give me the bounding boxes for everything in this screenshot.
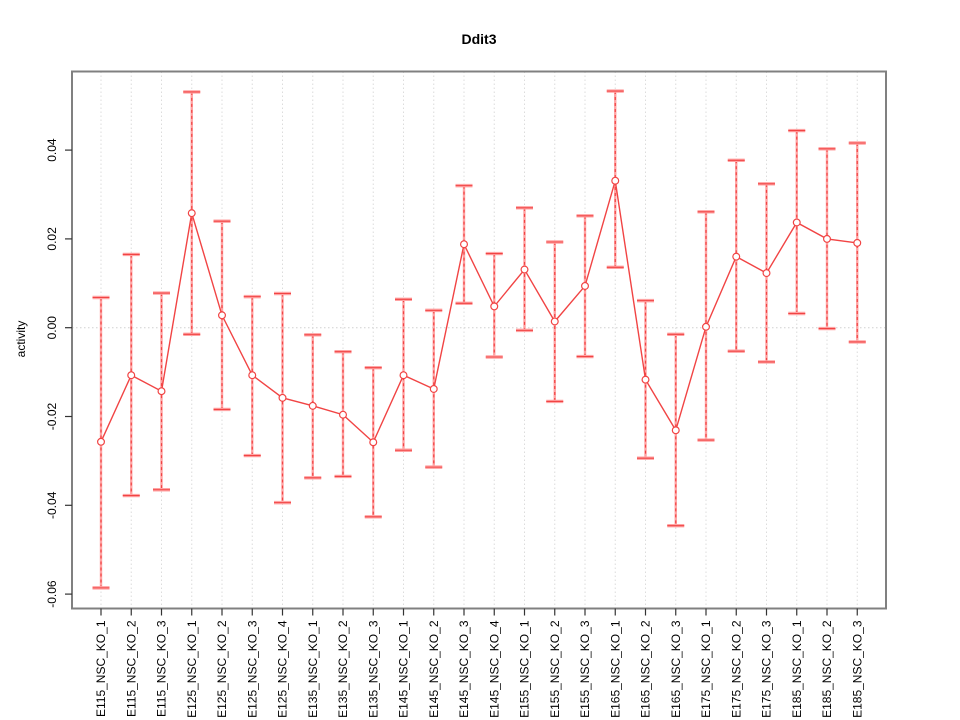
x-tick-label: E145_NSC_KO_4: [487, 620, 501, 718]
x-tick-label: E125_NSC_KO_3: [245, 620, 259, 718]
data-point: [550, 317, 559, 326]
plot-border: [71, 70, 887, 610]
x-tick-label: E145_NSC_KO_2: [427, 620, 441, 718]
data-point: [822, 234, 831, 243]
x-axis-ticks: E115_NSC_KO_1 E115_NSC_KO_2 E115_NSC_KO_3 E…: [94, 608, 864, 718]
data-point: [248, 371, 257, 380]
x-tick-label: E115_NSC_KO_1: [94, 620, 108, 717]
data-point: [580, 281, 589, 290]
y-tick-label: 0.00: [45, 316, 59, 340]
data-points: [96, 176, 862, 447]
y-tick-label: 0.04: [45, 138, 59, 162]
x-tick-label: E165_NSC_KO_3: [669, 620, 683, 718]
chart-title: Ddit3: [462, 31, 497, 47]
data-point: [520, 265, 529, 274]
x-tick-label: E125_NSC_KO_1: [185, 620, 199, 718]
x-tick-label: E115_NSC_KO_2: [124, 620, 138, 717]
y-axis-ticks: 0.04 0.02 0.00 -0.02 -0.04 -0.06: [45, 138, 72, 608]
data-point: [611, 176, 620, 185]
gridlines: [72, 71, 886, 609]
data-point: [218, 311, 227, 320]
data-point: [369, 438, 378, 447]
x-tick-label: E125_NSC_KO_2: [215, 620, 229, 718]
data-point: [429, 384, 438, 393]
data-point: [127, 371, 136, 380]
data-point: [399, 371, 408, 380]
error-bars: [92, 89, 866, 590]
x-tick-label: E135_NSC_KO_2: [336, 620, 350, 718]
x-tick-label: E175_NSC_KO_2: [729, 620, 743, 718]
data-point: [278, 393, 287, 402]
data-point: [157, 387, 166, 396]
x-tick-label: E185_NSC_KO_2: [820, 620, 834, 718]
plot-frame: [71, 70, 887, 610]
data-point: [490, 302, 499, 311]
data-point: [732, 252, 741, 261]
y-tick-label: -0.02: [45, 403, 59, 431]
x-tick-label: E155_NSC_KO_1: [518, 620, 532, 718]
x-tick-label: E135_NSC_KO_3: [366, 620, 380, 718]
data-point: [762, 269, 771, 278]
x-tick-label: E125_NSC_KO_4: [276, 620, 290, 718]
data-point: [792, 218, 801, 227]
data-point: [853, 238, 862, 247]
x-tick-label: E165_NSC_KO_1: [608, 620, 622, 718]
data-point: [308, 401, 317, 410]
x-tick-label: E135_NSC_KO_1: [306, 620, 320, 718]
data-point: [460, 240, 469, 249]
series-polyline: [100, 180, 858, 444]
x-tick-label: E175_NSC_KO_1: [699, 620, 713, 718]
series-line: [100, 180, 858, 444]
data-point: [641, 375, 650, 384]
data-point: [701, 322, 710, 331]
x-tick-label: E185_NSC_KO_3: [850, 620, 864, 718]
data-point: [339, 410, 348, 419]
y-axis-label: activity: [14, 321, 28, 358]
y-tick-label: -0.04: [45, 491, 59, 519]
x-tick-label: E145_NSC_KO_3: [457, 620, 471, 718]
data-point: [671, 426, 680, 435]
x-tick-label: E115_NSC_KO_3: [155, 620, 169, 717]
y-tick-label: 0.02: [45, 227, 59, 251]
x-tick-label: E155_NSC_KO_3: [578, 620, 592, 718]
data-point: [96, 437, 105, 446]
x-tick-label: E185_NSC_KO_1: [790, 620, 804, 718]
x-tick-label: E145_NSC_KO_1: [397, 620, 411, 718]
x-tick-label: E175_NSC_KO_3: [760, 620, 774, 718]
x-tick-label: E155_NSC_KO_2: [548, 620, 562, 718]
x-tick-label: E165_NSC_KO_2: [639, 620, 653, 718]
y-tick-label: -0.06: [45, 580, 59, 608]
data-point: [187, 209, 196, 218]
